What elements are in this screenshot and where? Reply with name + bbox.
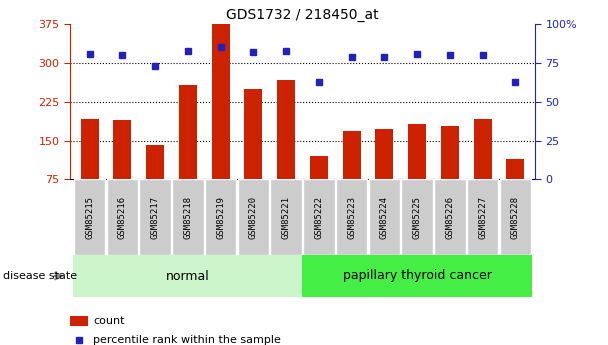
Text: GSM85223: GSM85223 <box>347 196 356 239</box>
Text: percentile rank within the sample: percentile rank within the sample <box>93 335 281 345</box>
Bar <box>474 119 492 179</box>
Bar <box>368 179 400 255</box>
Bar <box>238 179 269 255</box>
Bar <box>310 156 328 179</box>
Bar <box>277 79 295 179</box>
Text: GSM85215: GSM85215 <box>85 196 94 239</box>
Bar <box>139 179 171 255</box>
Text: count: count <box>93 316 125 326</box>
Text: GSM85226: GSM85226 <box>446 196 454 239</box>
Text: GSM85228: GSM85228 <box>511 196 520 239</box>
Bar <box>205 179 237 255</box>
Bar <box>500 179 531 255</box>
Bar <box>73 255 302 297</box>
Text: GSM85219: GSM85219 <box>216 196 225 239</box>
Text: GSM85225: GSM85225 <box>413 196 421 239</box>
Bar <box>244 89 263 179</box>
Title: GDS1732 / 218450_at: GDS1732 / 218450_at <box>226 8 379 22</box>
Bar <box>302 255 532 297</box>
Bar <box>336 179 367 255</box>
Bar <box>434 179 466 255</box>
Text: normal: normal <box>166 269 210 283</box>
Text: GSM85222: GSM85222 <box>314 196 323 239</box>
Text: disease state: disease state <box>3 271 77 281</box>
Text: GSM85221: GSM85221 <box>282 196 291 239</box>
Text: GSM85216: GSM85216 <box>118 196 127 239</box>
Bar <box>212 24 230 179</box>
Text: GSM85217: GSM85217 <box>151 196 159 239</box>
Bar <box>375 129 393 179</box>
Bar <box>271 179 302 255</box>
Bar <box>146 145 164 179</box>
Bar <box>113 120 131 179</box>
Bar <box>172 179 204 255</box>
Bar <box>408 124 426 179</box>
Text: papillary thyroid cancer: papillary thyroid cancer <box>343 269 491 283</box>
Bar <box>506 159 524 179</box>
Bar <box>401 179 433 255</box>
Text: GSM85224: GSM85224 <box>380 196 389 239</box>
Text: GSM85227: GSM85227 <box>478 196 487 239</box>
Bar <box>303 179 334 255</box>
Text: GSM85218: GSM85218 <box>184 196 192 239</box>
Bar <box>81 119 98 179</box>
Text: GSM85220: GSM85220 <box>249 196 258 239</box>
Bar <box>74 179 105 255</box>
Bar <box>342 131 361 179</box>
Bar <box>441 126 459 179</box>
Bar <box>179 85 197 179</box>
Bar <box>467 179 499 255</box>
Bar <box>106 179 138 255</box>
